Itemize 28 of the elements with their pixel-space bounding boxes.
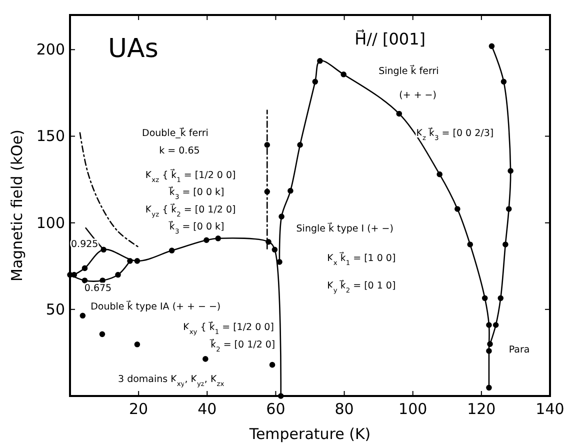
annotation: K$_{z}$ k⃗$_{3}$ = [0 0 2/3]: [416, 126, 494, 142]
x-tick-label: 100: [398, 400, 428, 418]
x-tick-label: 80: [334, 400, 354, 418]
x-tick-label: 40: [198, 400, 217, 418]
annotation: Double k⃗ type IA (+ + − −): [90, 300, 221, 312]
annotation: (+ + −): [399, 90, 436, 102]
y-tick-label: 100: [36, 214, 65, 232]
annotation: k = 0.65: [159, 146, 200, 157]
x-tick-label: 120: [467, 400, 496, 418]
annotation: k⃗$_{2}$ = [0 1/2 0]: [209, 338, 276, 354]
x-tick-label: 20: [129, 400, 148, 418]
y-tick-label: 50: [46, 300, 65, 318]
annotation: Single k⃗ type I (+ −): [296, 222, 394, 234]
annotation: 0.675: [84, 283, 112, 294]
x-tick-label: 140: [536, 400, 564, 418]
annotation: Single k⃗ ferri: [378, 64, 439, 77]
text: UAs: [108, 34, 158, 64]
y-tick-label: 200: [36, 40, 65, 59]
annotation: k⃗$_{3}$ = [0 0 k]: [168, 185, 224, 202]
annotation: H⃗// [001]: [354, 28, 426, 48]
x-axis-title: Temperature (K): [248, 425, 371, 443]
x-tick-label: 60: [266, 400, 286, 418]
y-tick-label: 150: [36, 127, 65, 146]
annotation: k⃗$_{3}$ = [0 0 k]: [168, 220, 224, 236]
annotation: Para: [508, 344, 530, 356]
annotation: 0.925: [71, 239, 98, 250]
y-axis-title: Magnetic field (kOe): [8, 129, 26, 282]
annotation: Double_k⃗ ferri: [142, 126, 208, 140]
